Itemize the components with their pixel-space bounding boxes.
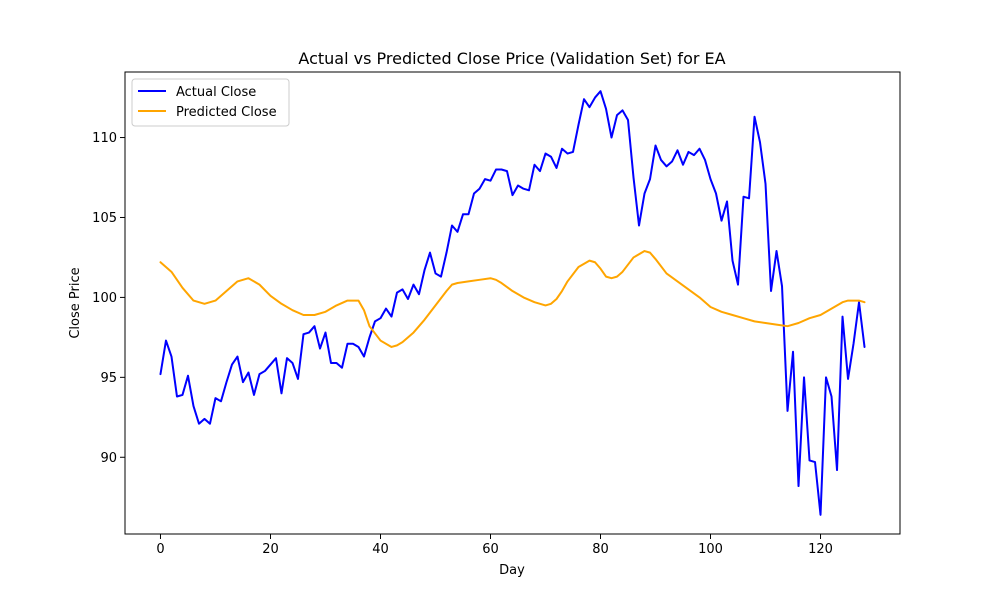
series-line-actual-close <box>159 90 866 516</box>
x-tick-label: 100 <box>698 542 723 557</box>
legend-box <box>131 78 290 127</box>
y-tick-label: 95 <box>100 371 117 386</box>
legend: Actual Close Predicted Close <box>131 78 290 127</box>
legend-label-predicted-close: Predicted Close <box>176 105 277 120</box>
y-tick-label: 110 <box>92 131 117 146</box>
series-line-predicted-close <box>159 250 866 348</box>
x-tick-label: 20 <box>262 542 279 557</box>
x-tick-label: 40 <box>372 542 389 557</box>
plot-frame <box>124 71 901 535</box>
x-tick-label: 120 <box>808 542 833 557</box>
y-tick-label: 105 <box>92 211 117 226</box>
chart-title: Actual vs Predicted Close Price (Validat… <box>298 49 725 68</box>
y-tick-label: 90 <box>100 451 117 466</box>
plot-area <box>124 71 901 535</box>
x-tick-label: 60 <box>482 542 499 557</box>
y-axis-label: Close Price <box>68 267 83 338</box>
legend-label-actual-close: Actual Close <box>176 85 256 100</box>
plot-background <box>125 72 900 534</box>
x-tick-label: 80 <box>592 542 609 557</box>
series-layer <box>159 90 866 516</box>
x-tick-label: 0 <box>156 542 164 557</box>
x-axis-ticks: 0 20 40 60 80 100 120 <box>156 534 833 557</box>
y-axis-ticks: 90 95 100 105 110 <box>92 131 125 466</box>
y-tick-label: 100 <box>92 291 117 306</box>
x-axis-label: Day <box>499 563 525 578</box>
